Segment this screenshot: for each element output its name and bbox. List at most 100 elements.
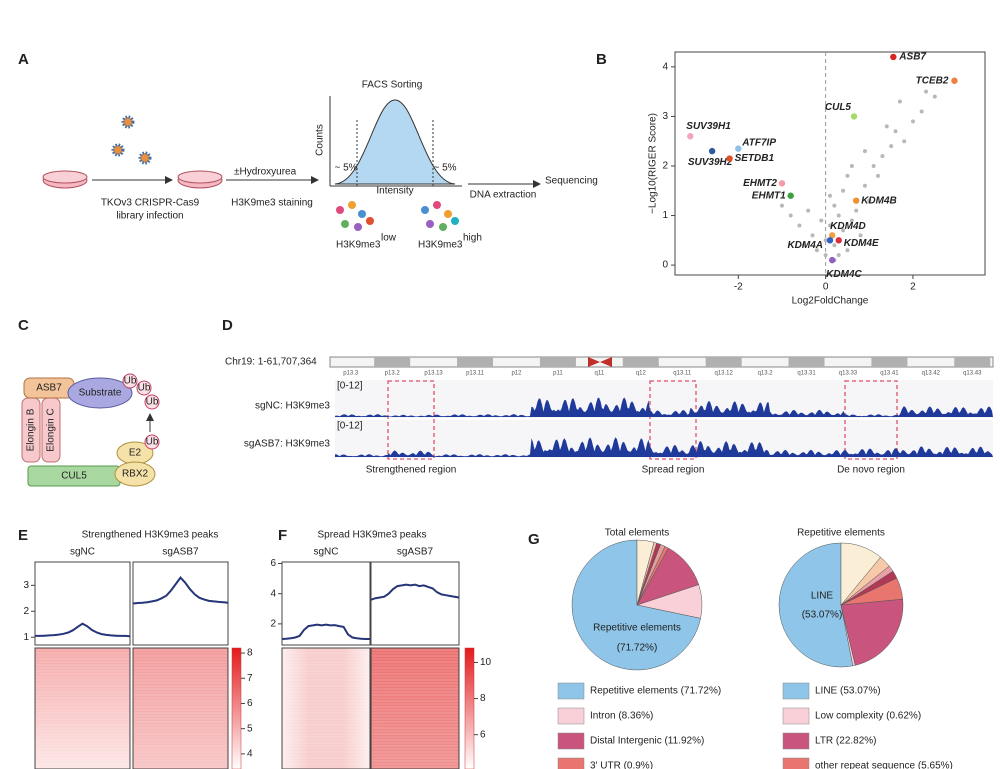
legend-swatch <box>557 732 585 750</box>
ub <box>122 373 138 389</box>
point <box>828 193 832 198</box>
series-label: sgASB7 <box>397 547 434 558</box>
label: Sequencing <box>545 176 598 187</box>
point <box>880 154 885 159</box>
colorbar-tick-label: 7 <box>247 673 253 684</box>
panel-letter: B <box>596 51 607 68</box>
point-label: CUL5 <box>825 102 852 113</box>
virus <box>111 143 125 157</box>
heatmap <box>370 647 460 769</box>
point-label: KDM4C <box>826 269 862 280</box>
band-label: q13.2 <box>758 371 774 377</box>
legend-label: Repetitive elements (71.72%) <box>590 686 721 697</box>
signal-track <box>335 437 993 457</box>
label: FACS Sorting <box>362 80 423 91</box>
colorbar-tick-label: 8 <box>480 693 486 704</box>
dish <box>42 170 88 184</box>
point <box>814 248 819 253</box>
label: Ub <box>146 437 159 448</box>
point <box>876 173 881 178</box>
panel-c: ASB7 Substrate Elongin B Elongin C CUL5 … <box>21 373 160 487</box>
point-label: SUV39H1 <box>686 121 731 132</box>
label: high <box>463 233 482 244</box>
band <box>954 357 991 367</box>
point <box>845 173 850 178</box>
colorbar <box>464 647 475 769</box>
region-box <box>844 380 898 460</box>
series-label: sgNC <box>70 547 95 558</box>
point <box>854 208 859 213</box>
band <box>457 357 494 367</box>
band-label: q13.41 <box>880 371 899 377</box>
point <box>735 145 742 152</box>
panel-letter: E <box>18 527 28 544</box>
label: low <box>381 233 397 244</box>
label: DNA extraction <box>470 190 537 201</box>
pie-slice <box>636 539 655 606</box>
label: E2 <box>129 448 142 459</box>
band-label: q13.12 <box>714 371 733 377</box>
track-bg <box>335 380 993 418</box>
pie-slice <box>840 598 904 666</box>
point <box>862 183 867 188</box>
substrate <box>67 377 133 409</box>
band <box>705 357 742 367</box>
profile-line <box>132 576 229 605</box>
region-label: Strengthened region <box>366 465 457 476</box>
panel-title: Strengthened H3K9me3 peaks <box>82 530 219 541</box>
label: Ub <box>138 383 151 394</box>
ub <box>144 394 160 410</box>
point <box>845 248 850 253</box>
panel-title: Spread H3K9me3 peaks <box>318 530 427 541</box>
panel-letter: D <box>222 317 233 334</box>
colorbar-tick-label: 6 <box>480 729 486 740</box>
band-label: p13.13 <box>424 371 443 377</box>
centromere <box>588 357 612 367</box>
point <box>897 99 902 104</box>
point <box>902 139 907 144</box>
band-label: p13.11 <box>466 371 485 377</box>
heatmap <box>132 647 229 769</box>
cell-cluster <box>336 201 459 231</box>
y-tick-label: 2 <box>662 161 668 172</box>
point <box>884 124 889 129</box>
rbx2 <box>114 461 156 487</box>
pie-title: Total elements <box>605 528 669 539</box>
point <box>862 149 867 154</box>
pie-slice <box>840 542 881 606</box>
series-label: sgASB7 <box>162 547 199 558</box>
point <box>828 256 836 264</box>
y-tick-label: 3 <box>662 111 668 122</box>
legend-label: Intron (8.36%) <box>590 711 653 722</box>
band-label: q13.31 <box>797 371 816 377</box>
profile-line <box>35 622 131 638</box>
label: Ub <box>146 397 159 408</box>
point <box>951 77 958 84</box>
point-label: KDM4A <box>787 240 823 251</box>
slice-label: (71.72%) <box>617 643 658 654</box>
point <box>841 228 846 233</box>
point <box>788 213 793 218</box>
y-tick-label: 2 <box>270 619 276 630</box>
region-box <box>649 380 697 460</box>
colorbar-tick-label: 4 <box>247 749 253 760</box>
x-tick-label: 2 <box>910 282 916 293</box>
x-tick-label: 0 <box>823 282 829 293</box>
point <box>832 243 837 248</box>
point <box>850 113 858 120</box>
point <box>849 218 854 223</box>
label: H3K9me3 staining <box>231 198 313 209</box>
point <box>858 233 863 238</box>
pie-slice <box>778 542 854 668</box>
point-label: ATF7IP <box>741 137 776 148</box>
band <box>871 357 908 367</box>
label: library infection <box>116 211 183 222</box>
label: ~ 5% <box>334 163 357 174</box>
band-label: q12 <box>636 371 647 377</box>
slice-label: LINE <box>811 591 834 602</box>
label: Elongin C <box>46 408 57 451</box>
point <box>823 238 828 243</box>
point <box>779 203 784 208</box>
label: Counts <box>315 124 326 156</box>
